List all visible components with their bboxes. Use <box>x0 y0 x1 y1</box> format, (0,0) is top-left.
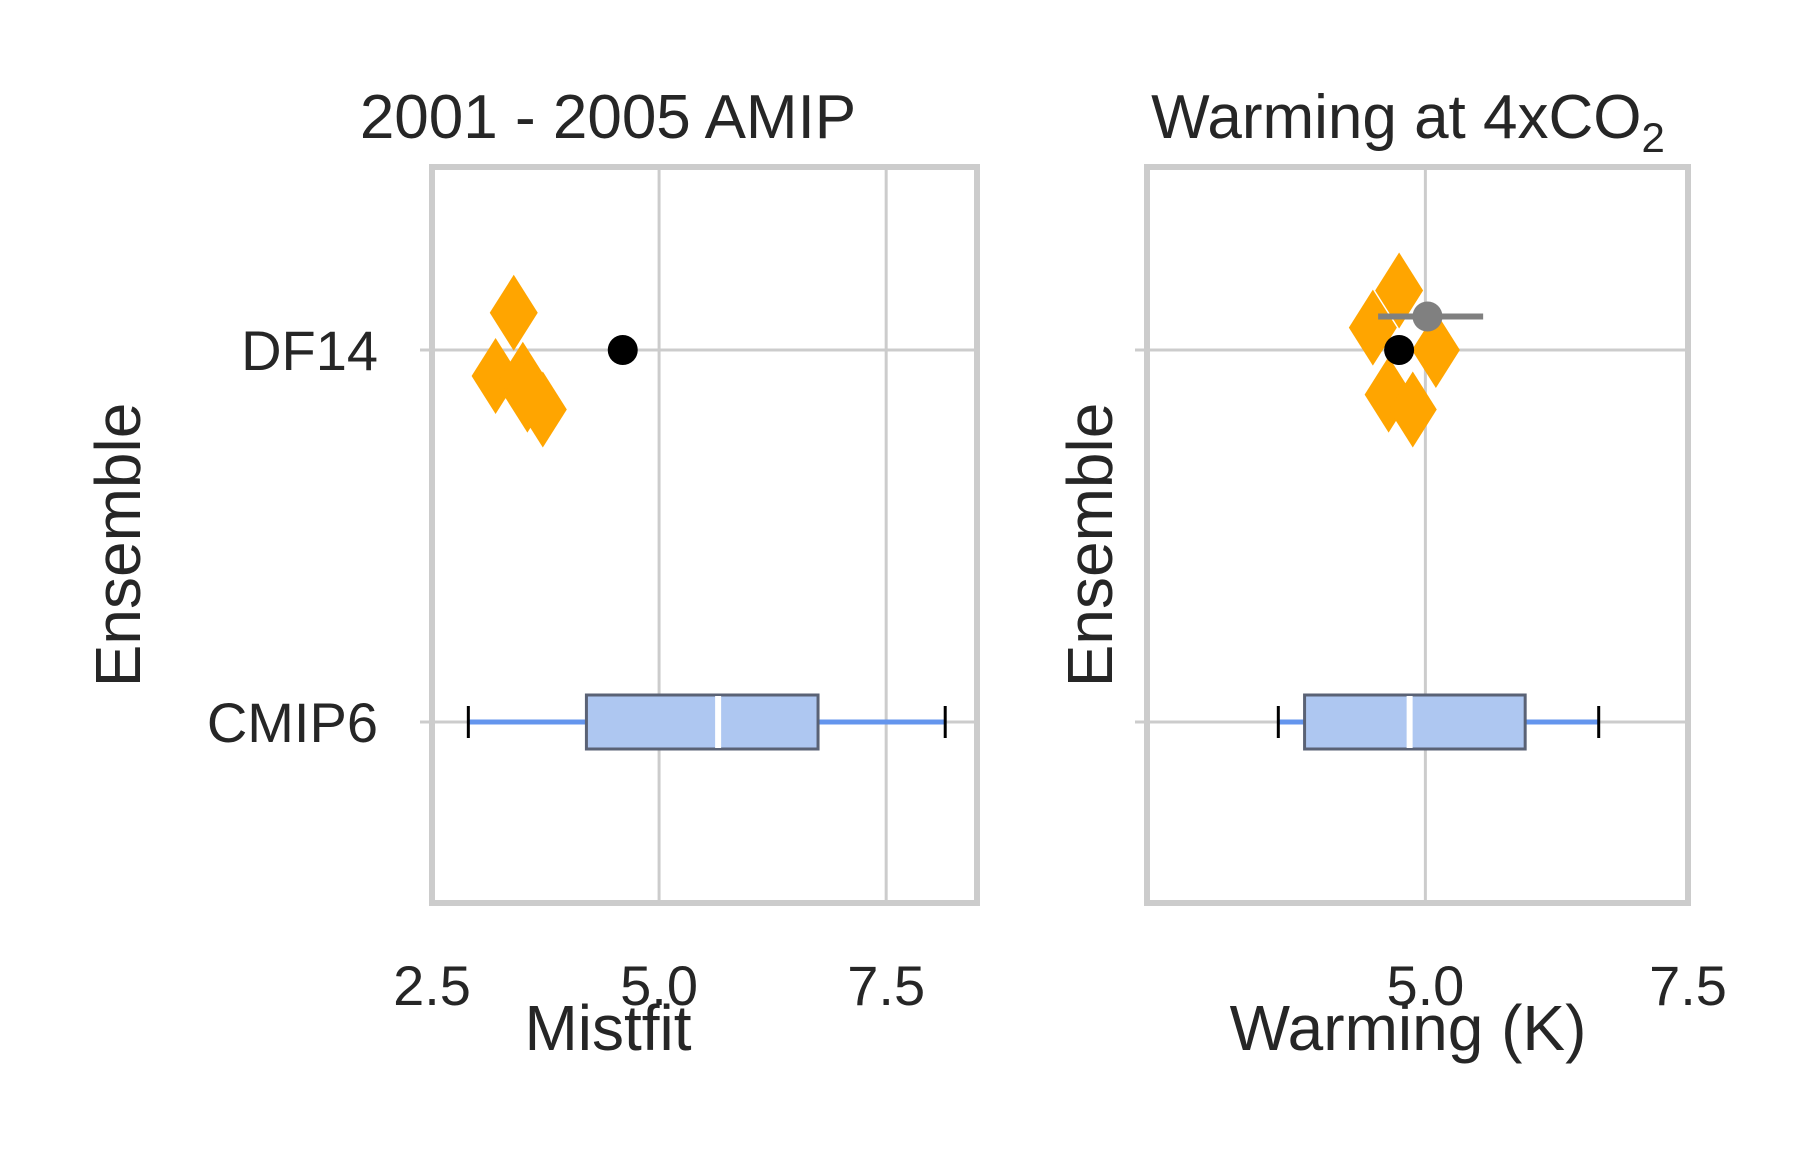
panel-1-ytick-label: CMIP6 <box>207 691 378 754</box>
panel-2-box <box>1303 693 1527 751</box>
panel-2-member-diamond <box>1375 252 1424 329</box>
panel-1-member-diamond <box>518 371 567 448</box>
panel-2-marks <box>1276 252 1601 751</box>
panel-1-xlabel: Mistfit <box>524 992 691 1064</box>
panel-1-ytick-label: DF14 <box>241 319 378 382</box>
panel-2-best-point <box>1384 335 1415 365</box>
panel-2-xtick-label: 7.5 <box>1649 954 1727 1017</box>
panel-1-grid <box>420 167 977 903</box>
panel-2-xtick-labels: 5.0 7.5 <box>1386 954 1726 1017</box>
panel-2-ylabel: Ensemble <box>1054 403 1126 688</box>
panel-1-box <box>584 693 820 751</box>
panel-1-frame <box>429 164 980 906</box>
panel-1-xtick-label: 2.5 <box>393 954 471 1017</box>
panel-2-xlabel: Warming (K) <box>1230 992 1587 1064</box>
panel-1-marks <box>466 274 947 751</box>
panel-2-title: Warming at 4xCO2 <box>1151 83 1665 161</box>
panel-2-frame <box>1144 164 1691 906</box>
panel-1-ytick-labels: DF14 CMIP6 <box>207 319 378 754</box>
panel-2-member-diamond <box>1388 371 1437 448</box>
panel-2-errorbar-point <box>1412 301 1443 332</box>
panel-1-ylabel: Ensemble <box>82 403 154 688</box>
panel-1-xtick-labels: 2.5 5.0 7.5 <box>393 954 925 1017</box>
panel-1-best-point <box>607 335 638 365</box>
panel-1-xtick-label: 5.0 <box>620 954 698 1017</box>
panel-1-xtick-label: 7.5 <box>847 954 925 1017</box>
panel-2-title-subscript: 2 <box>1642 114 1665 161</box>
panel-2-title-main: Warming at 4xCO <box>1151 83 1641 152</box>
panel-1-member-diamond <box>489 274 538 351</box>
panel-1-title: 2001 - 2005 AMIP <box>360 83 856 152</box>
panel-warming-4xco2: Warming at 4xCO2 5.0 7.5 Warming (K) Ense… <box>1054 83 1727 1064</box>
panel-amip-misfit: 2001 - 2005 AMIP 2.5 5.0 7.5 DF14 CMIP6 Mis… <box>82 83 980 1064</box>
panel-2-xtick-label: 5.0 <box>1386 954 1464 1017</box>
